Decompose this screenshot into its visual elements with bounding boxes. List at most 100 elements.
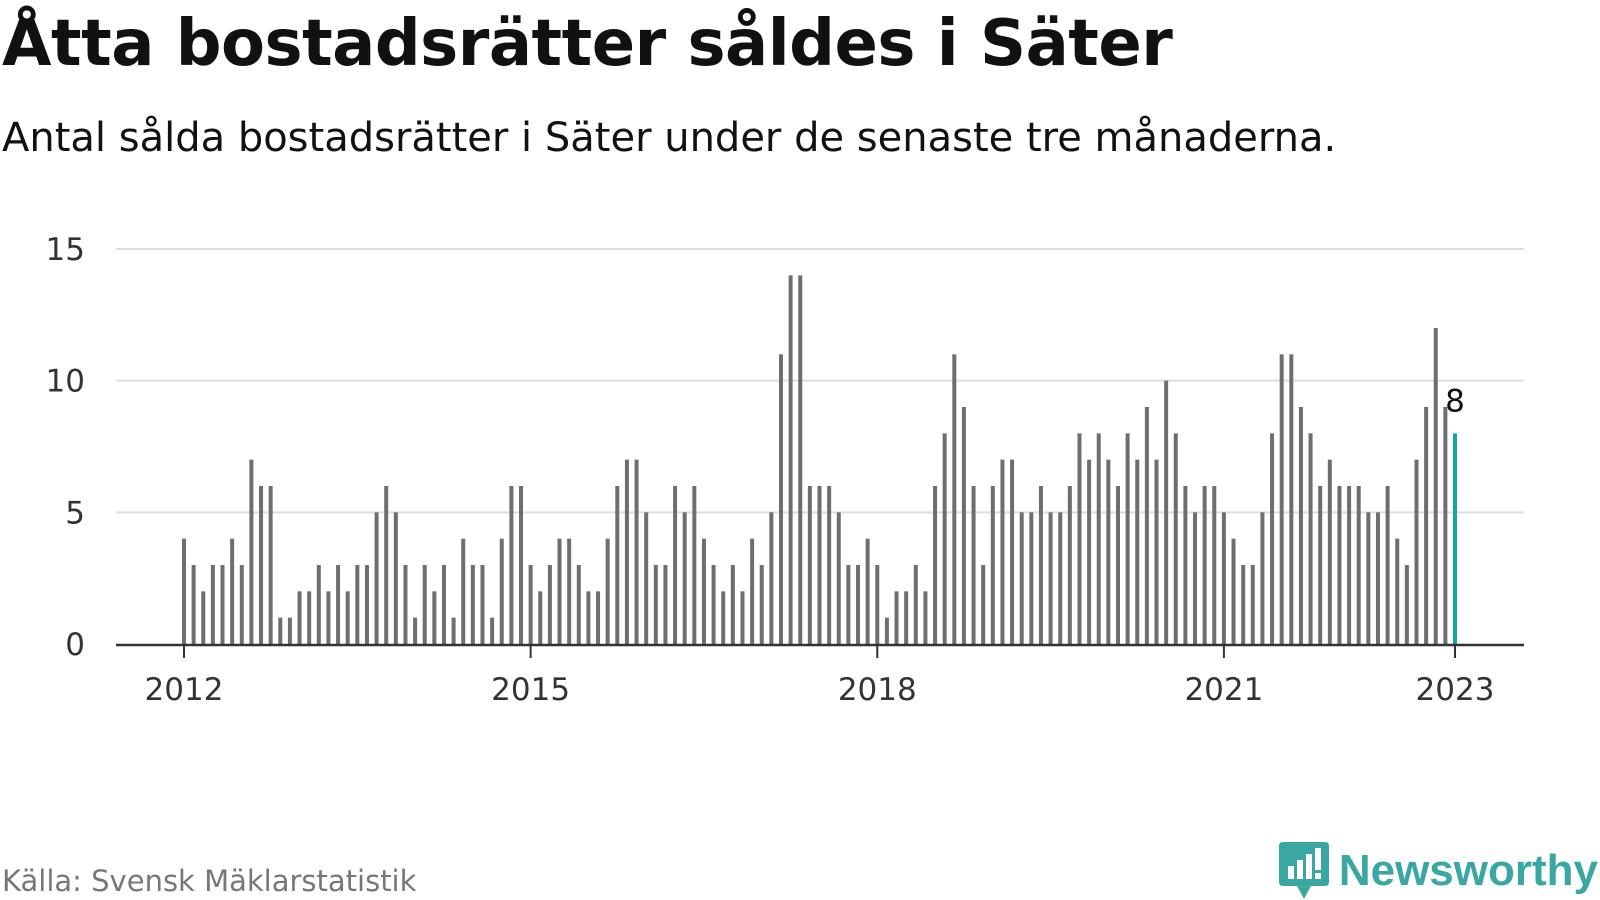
bar <box>961 407 966 644</box>
y-tick-label: 0 <box>65 627 85 663</box>
bar <box>297 591 302 644</box>
bar <box>239 565 244 644</box>
bar <box>1356 486 1361 644</box>
bar <box>1048 512 1053 644</box>
bar <box>393 512 398 644</box>
bar <box>586 591 591 644</box>
bar <box>990 486 995 644</box>
bar <box>1125 433 1130 644</box>
bar <box>220 565 225 644</box>
bar <box>259 486 264 644</box>
bar <box>1144 407 1149 644</box>
brand-name: Newsworthy <box>1338 846 1598 895</box>
bar <box>1375 512 1380 644</box>
bar <box>1424 407 1429 644</box>
bar <box>1010 459 1015 644</box>
bar <box>278 617 283 644</box>
bar <box>191 565 196 644</box>
bar <box>740 591 745 644</box>
chart-title: Åtta bostadsrätter såldes i Säter <box>2 7 1173 81</box>
bar <box>711 565 716 644</box>
bar <box>778 354 783 644</box>
bar <box>1135 459 1140 644</box>
bar <box>201 591 206 644</box>
bar <box>355 565 360 644</box>
bar <box>817 486 822 644</box>
bar <box>364 565 369 644</box>
bar-highlight <box>1453 433 1457 644</box>
bar <box>1193 512 1198 644</box>
x-tick-label: 2015 <box>491 672 570 708</box>
bar <box>230 538 235 644</box>
bar <box>451 617 456 644</box>
bar <box>182 538 186 644</box>
bar <box>615 486 620 644</box>
bar <box>644 512 649 644</box>
bar <box>1433 328 1438 644</box>
bar <box>268 486 273 644</box>
bar <box>1289 354 1294 644</box>
chart-subtitle: Antal sålda bostadsrätter i Säter under … <box>2 115 1337 161</box>
bar <box>1337 486 1342 644</box>
highlight-value-label: 8 <box>1445 383 1465 419</box>
bar <box>1000 459 1005 644</box>
bar <box>509 486 514 644</box>
bar <box>499 538 504 644</box>
bar <box>798 275 803 644</box>
bar <box>1279 354 1284 644</box>
bar <box>942 433 947 644</box>
bar <box>807 486 812 644</box>
bar <box>1038 486 1043 644</box>
bar <box>480 565 485 644</box>
bar <box>904 591 909 644</box>
bar <box>576 565 581 644</box>
bar <box>567 538 572 644</box>
bar <box>413 617 418 644</box>
bar <box>856 565 861 644</box>
x-tick-label: 2023 <box>1416 672 1495 708</box>
bar <box>894 591 899 644</box>
bar <box>1385 486 1390 644</box>
newsworthy-logo-icon <box>1278 842 1329 899</box>
bar <box>865 538 870 644</box>
y-axis-ticks: 0 5 10 15 <box>46 232 85 663</box>
y-tick-label: 15 <box>46 232 85 268</box>
bar <box>547 565 552 644</box>
bar <box>1270 433 1275 644</box>
bar <box>663 565 668 644</box>
bar <box>1077 433 1082 644</box>
bar <box>461 538 466 644</box>
bar <box>971 486 976 644</box>
bar <box>336 565 341 644</box>
bar <box>326 591 331 644</box>
bar <box>605 538 610 644</box>
bar <box>249 459 254 644</box>
bar <box>1212 486 1217 644</box>
bar <box>1164 380 1169 644</box>
bar <box>528 565 533 644</box>
bar <box>981 565 986 644</box>
bar <box>403 565 408 644</box>
bar <box>316 565 321 644</box>
bar <box>884 617 889 644</box>
data-labels: 8 <box>1445 383 1465 419</box>
bar <box>384 486 389 644</box>
bar <box>1096 433 1101 644</box>
bar <box>422 565 427 644</box>
bar <box>287 617 292 644</box>
bar <box>692 486 697 644</box>
bar <box>1404 565 1409 644</box>
bar <box>1366 512 1371 644</box>
bar <box>1241 565 1246 644</box>
bar <box>1173 433 1178 644</box>
bar <box>769 512 774 644</box>
bar <box>913 565 918 644</box>
bar <box>1221 512 1226 644</box>
bar <box>759 565 764 644</box>
bar <box>836 512 841 644</box>
bar <box>933 486 938 644</box>
bar <box>952 354 957 644</box>
bar <box>682 512 687 644</box>
bar <box>210 565 215 644</box>
bar <box>1318 486 1323 644</box>
